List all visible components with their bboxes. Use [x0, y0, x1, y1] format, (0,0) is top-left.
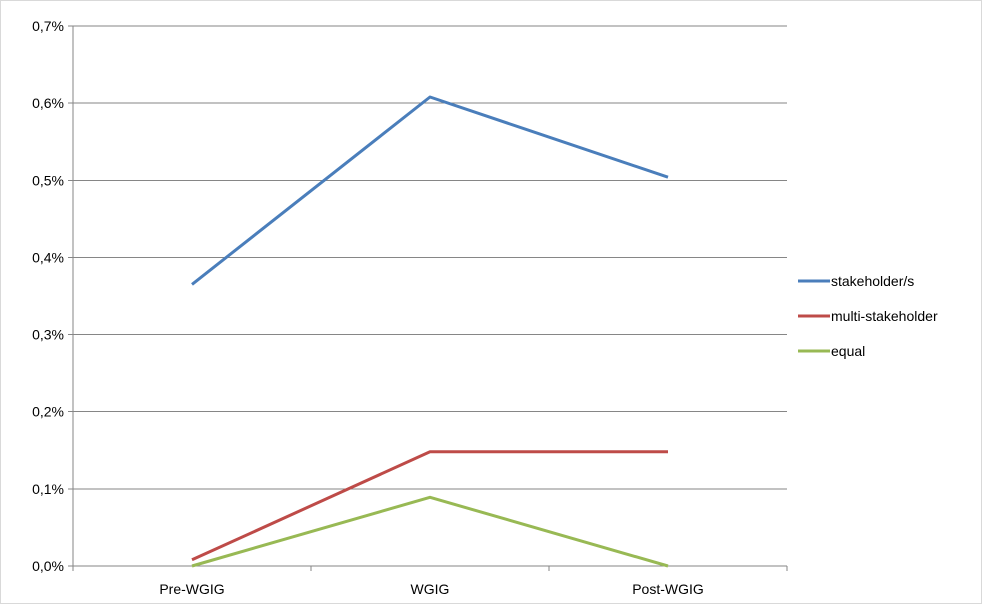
x-tick-label: Pre-WGIG [159, 581, 224, 597]
x-axis-tick-labels: Pre-WGIG WGIG Post-WGIG [159, 581, 703, 597]
y-tick-label: 0,6% [32, 95, 64, 111]
gridlines [73, 25, 787, 490]
y-axis-tick-labels: 0,0% 0,1% 0,2% 0,3% 0,4% 0,5% 0,6% 0,7% [32, 18, 64, 574]
legend-label: equal [831, 343, 865, 359]
legend-entry: equal [798, 343, 865, 359]
series-lines [191, 95, 669, 568]
series-line-multi-stakeholder [191, 450, 668, 562]
y-tick-label: 0,3% [32, 327, 64, 343]
y-tick-label: 0,0% [32, 558, 64, 574]
y-tick-label: 0,7% [32, 18, 64, 34]
series-line-stakeholder-s [191, 95, 669, 286]
y-tick-label: 0,4% [32, 249, 64, 265]
x-tick-label: Post-WGIG [632, 581, 704, 597]
legend-entry: stakeholder/s [798, 273, 914, 289]
x-tick-label: WGIG [411, 581, 450, 597]
y-tick-label: 0,1% [32, 481, 64, 497]
series-line-equal [191, 495, 669, 568]
legend-label: stakeholder/s [831, 273, 914, 289]
legend: stakeholder/s multi-stakeholder equal [798, 273, 938, 359]
legend-entry: multi-stakeholder [798, 308, 938, 324]
y-tick-label: 0,5% [32, 172, 64, 188]
legend-label: multi-stakeholder [831, 308, 938, 324]
y-tick-label: 0,2% [32, 404, 64, 420]
